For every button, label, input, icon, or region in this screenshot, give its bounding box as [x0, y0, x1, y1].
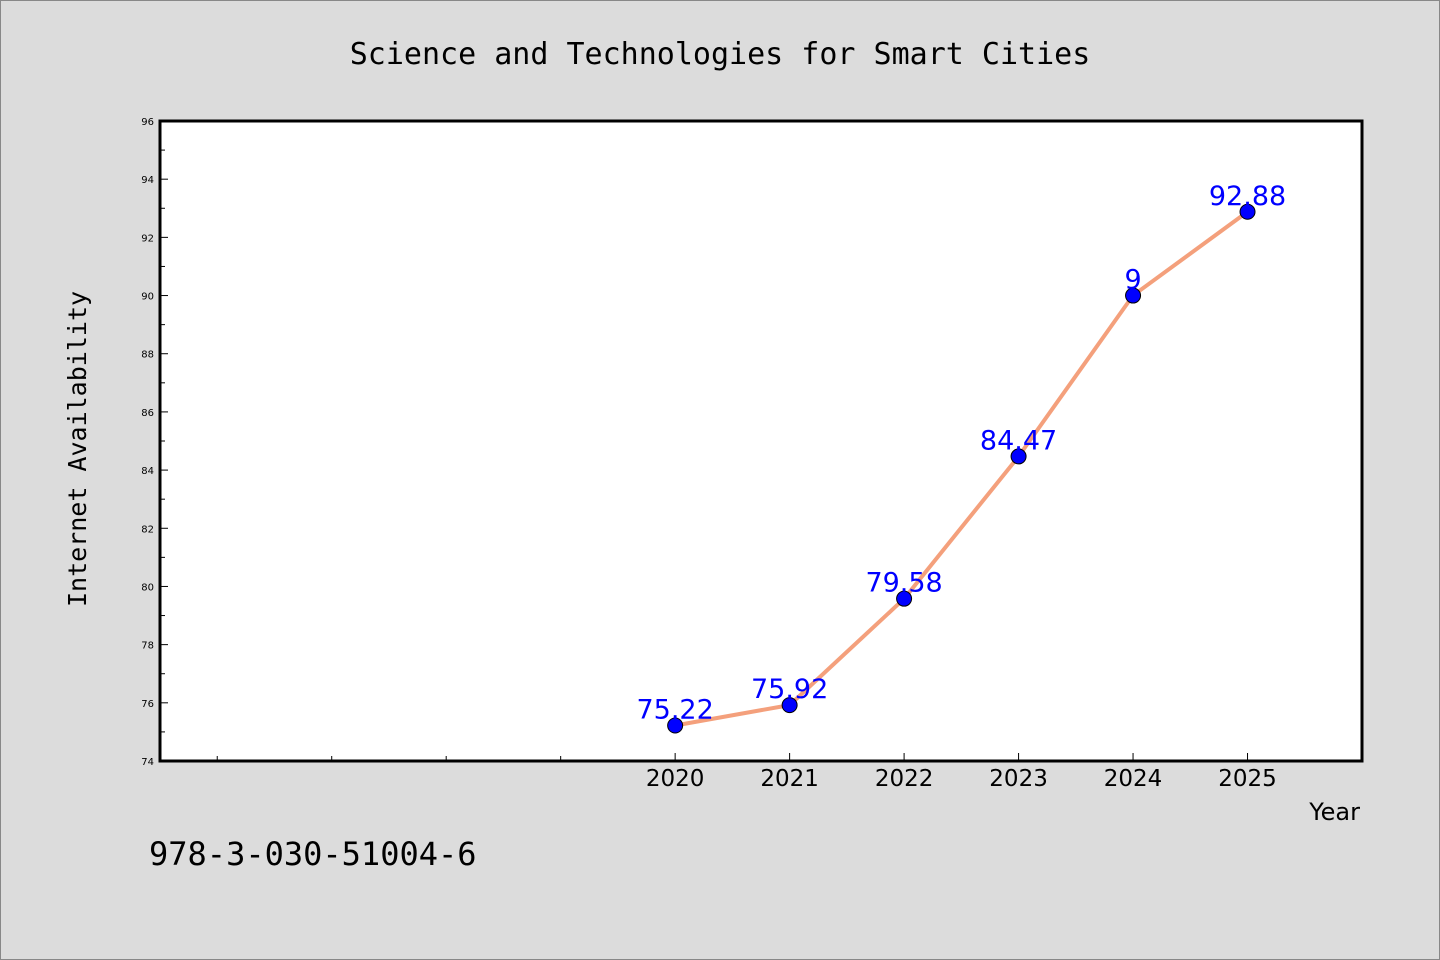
x-tick-label: 2022: [875, 766, 934, 792]
x-tick-label: 2021: [760, 766, 819, 792]
data-label: 75.22: [636, 695, 713, 726]
data-point: [1239, 203, 1256, 220]
x-tick-label: 2020: [646, 766, 705, 792]
data-point: [1125, 287, 1142, 304]
series-line: [673, 209, 1250, 728]
plot-area: [158, 119, 1364, 763]
data-label: 79.58: [865, 568, 942, 599]
y-tick-label: 80: [141, 582, 154, 593]
y-tick-label: 74: [141, 757, 154, 768]
series-internet-availability: [667, 203, 1256, 734]
data-label: 9: [1124, 265, 1141, 296]
data-label: 92.88: [1209, 181, 1286, 212]
x-axis-label: Year: [1308, 798, 1360, 826]
data-labels: 75.22 75.92 79.58 84.47 9 92.88: [636, 181, 1286, 726]
chart-title: Science and Technologies for Smart Citie…: [350, 37, 1091, 72]
y-tick-label: 76: [141, 699, 154, 710]
y-tick-label: 90: [141, 292, 154, 303]
data-label: 84.47: [980, 425, 1057, 456]
y-tick-label: 94: [141, 175, 154, 186]
x-axis: 2020 2021 2022 2023 2024 2025: [216, 753, 1277, 792]
y-tick-label: 96: [141, 117, 154, 128]
y-tick-label: 84: [141, 466, 154, 477]
y-tick-label: 86: [141, 408, 154, 419]
data-point: [667, 717, 684, 734]
data-point: [1010, 448, 1027, 465]
isbn-text: 978-3-030-51004-6: [149, 835, 477, 873]
y-axis: 74 76 78 80 82 84 86 88 90 92 94 96: [141, 117, 168, 768]
data-label: 75.92: [751, 674, 828, 705]
data-point: [896, 590, 913, 607]
x-tick-label: 2025: [1218, 766, 1277, 792]
y-tick-label: 78: [141, 641, 154, 652]
x-tick-label: 2023: [989, 766, 1048, 792]
data-point: [781, 697, 798, 714]
x-tick-label: 2024: [1104, 766, 1163, 792]
y-tick-label: 82: [141, 524, 154, 535]
y-tick-label: 88: [141, 350, 154, 361]
y-axis-label: Internet Availability: [63, 291, 92, 607]
y-tick-label: 92: [141, 233, 154, 244]
